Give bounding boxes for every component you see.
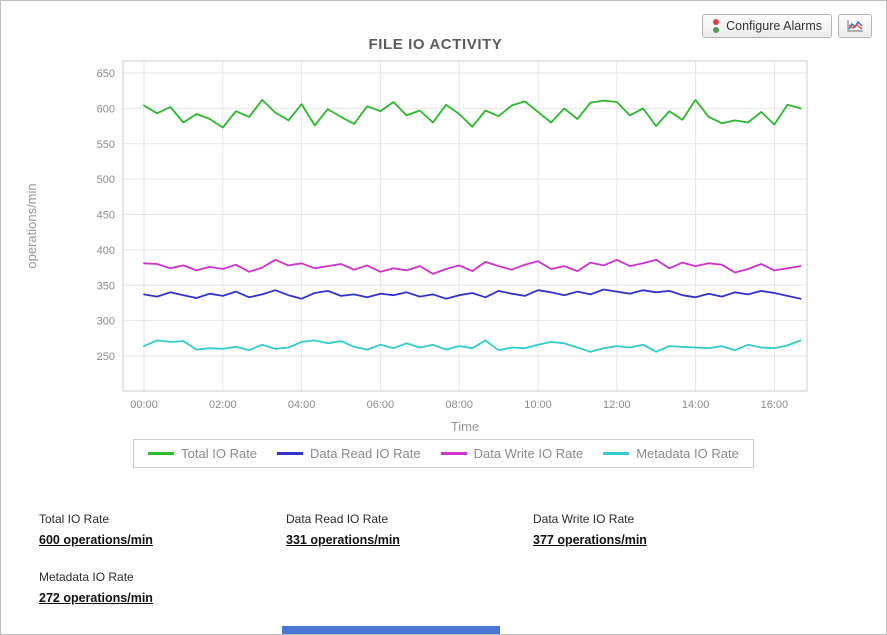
legend-row: Total IO Rate Data Read IO Rate Data Wri… <box>1 439 886 468</box>
svg-text:250: 250 <box>97 351 115 363</box>
svg-text:operations/min: operations/min <box>24 183 39 268</box>
line-chart-icon <box>846 19 864 33</box>
svg-text:300: 300 <box>97 316 115 328</box>
svg-text:04:00: 04:00 <box>288 399 316 411</box>
stat-block-data-write-io-rate: Data Write IO Rate 377 operations/min <box>533 512 780 549</box>
svg-text:12:00: 12:00 <box>603 399 631 411</box>
stat-label: Data Read IO Rate <box>286 512 389 526</box>
legend-label: Total IO Rate <box>181 446 258 461</box>
stat-value-link[interactable]: 331 operations/min <box>286 533 400 547</box>
legend-item-total-io-rate: Total IO Rate <box>148 446 257 461</box>
svg-text:14:00: 14:00 <box>682 399 710 411</box>
legend-swatch-data-read-io-rate <box>277 452 304 455</box>
stat-label: Total IO Rate <box>39 512 110 526</box>
legend-label: Data Read IO Rate <box>310 446 421 461</box>
svg-text:16:00: 16:00 <box>761 399 789 411</box>
svg-text:08:00: 08:00 <box>445 399 473 411</box>
svg-text:350: 350 <box>97 280 115 292</box>
legend-swatch-metadata-io-rate <box>603 452 630 455</box>
svg-text:450: 450 <box>97 210 115 222</box>
svg-text:500: 500 <box>97 174 115 186</box>
stat-block-total-io-rate: Total IO Rate 600 operations/min <box>39 512 286 549</box>
legend-swatch-data-write-io-rate <box>440 452 467 455</box>
svg-text:02:00: 02:00 <box>209 399 237 411</box>
bottom-scroll-thumb[interactable] <box>282 626 500 634</box>
stats-panel: Total IO Rate 600 operations/min Data Re… <box>39 512 819 607</box>
legend-label: Data Write IO Rate <box>473 446 584 461</box>
stat-block-metadata-io-rate: Metadata IO Rate 272 operations/min <box>39 570 286 607</box>
stat-value-link[interactable]: 272 operations/min <box>39 591 153 605</box>
legend-swatch-total-io-rate <box>148 452 175 455</box>
legend-item-data-read-io-rate: Data Read IO Rate <box>277 446 421 461</box>
svg-text:600: 600 <box>97 103 115 115</box>
legend-item-metadata-io-rate: Metadata IO Rate <box>603 446 739 461</box>
file-io-activity-chart: 250 300 350 400 450 500 550 600 650 00:00 02:00 04:… <box>24 60 808 434</box>
stat-label: Metadata IO Rate <box>39 570 134 584</box>
svg-text:00:00: 00:00 <box>130 399 158 411</box>
svg-text:10:00: 10:00 <box>524 399 552 411</box>
svg-text:400: 400 <box>97 245 115 257</box>
stat-label: Data Write IO Rate <box>533 512 635 526</box>
svg-text:550: 550 <box>97 139 115 151</box>
toolbar: Configure Alarms <box>702 14 872 38</box>
configure-alarms-label: Configure Alarms <box>726 19 822 33</box>
svg-text:06:00: 06:00 <box>367 399 395 411</box>
stat-value-link[interactable]: 600 operations/min <box>39 533 153 547</box>
alarm-status-icon <box>712 18 720 34</box>
configure-alarms-button[interactable]: Configure Alarms <box>702 14 832 38</box>
legend-label: Metadata IO Rate <box>636 446 739 461</box>
chart-title: FILE IO ACTIVITY <box>368 36 503 53</box>
chart-area: 250 300 350 400 450 500 550 600 650 00:00 02:00 04:… <box>16 56 816 436</box>
svg-text:650: 650 <box>97 68 115 80</box>
chart-settings-button[interactable] <box>838 14 872 38</box>
svg-text:Time: Time <box>451 419 479 434</box>
chart-legend: Total IO Rate Data Read IO Rate Data Wri… <box>133 439 754 468</box>
legend-item-data-write-io-rate: Data Write IO Rate <box>440 446 584 461</box>
stat-block-data-read-io-rate: Data Read IO Rate 331 operations/min <box>286 512 533 549</box>
stat-value-link[interactable]: 377 operations/min <box>533 533 647 547</box>
